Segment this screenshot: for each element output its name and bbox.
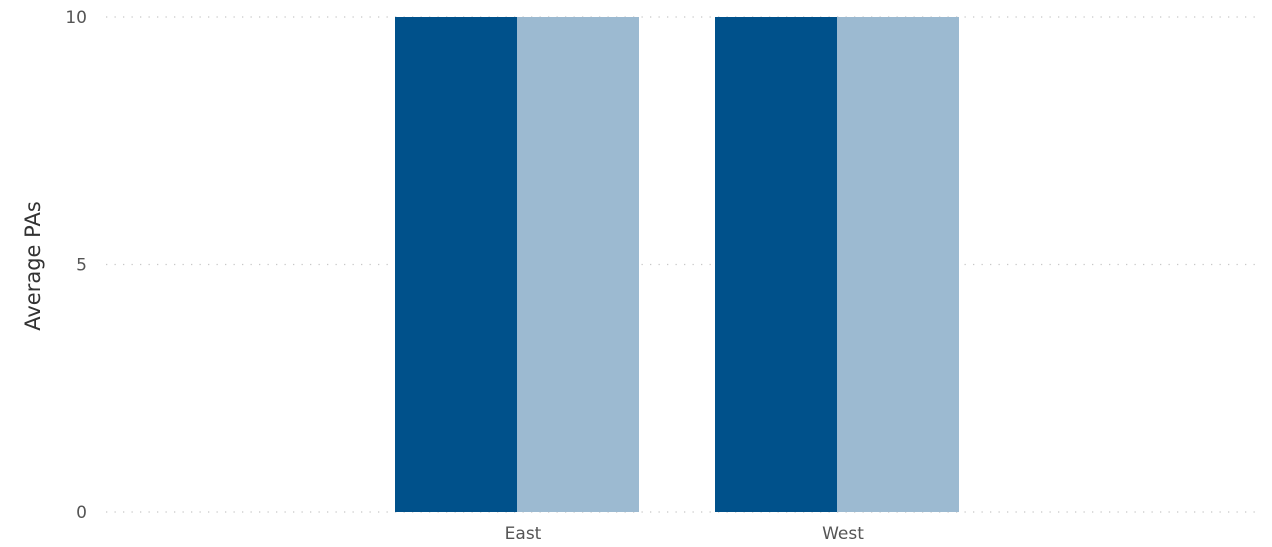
y-tick-label: 5 — [76, 256, 87, 276]
y-axis-title: Average PAs — [21, 201, 45, 331]
bar-east-series-2 — [517, 17, 639, 512]
gridlines — [106, 16, 1262, 513]
bar-west-series-2 — [837, 17, 959, 512]
bar-west-series-1 — [715, 17, 837, 512]
bar-east-series-1 — [395, 17, 517, 512]
x-tick-label-east: East — [505, 524, 542, 544]
y-tick-label: 10 — [65, 8, 87, 28]
y-axis-ticks: 0 5 10 — [65, 8, 87, 523]
x-tick-label-west: West — [822, 524, 864, 544]
bars — [395, 17, 959, 512]
x-axis-ticks: East West — [505, 524, 865, 544]
y-tick-label: 0 — [76, 503, 87, 523]
